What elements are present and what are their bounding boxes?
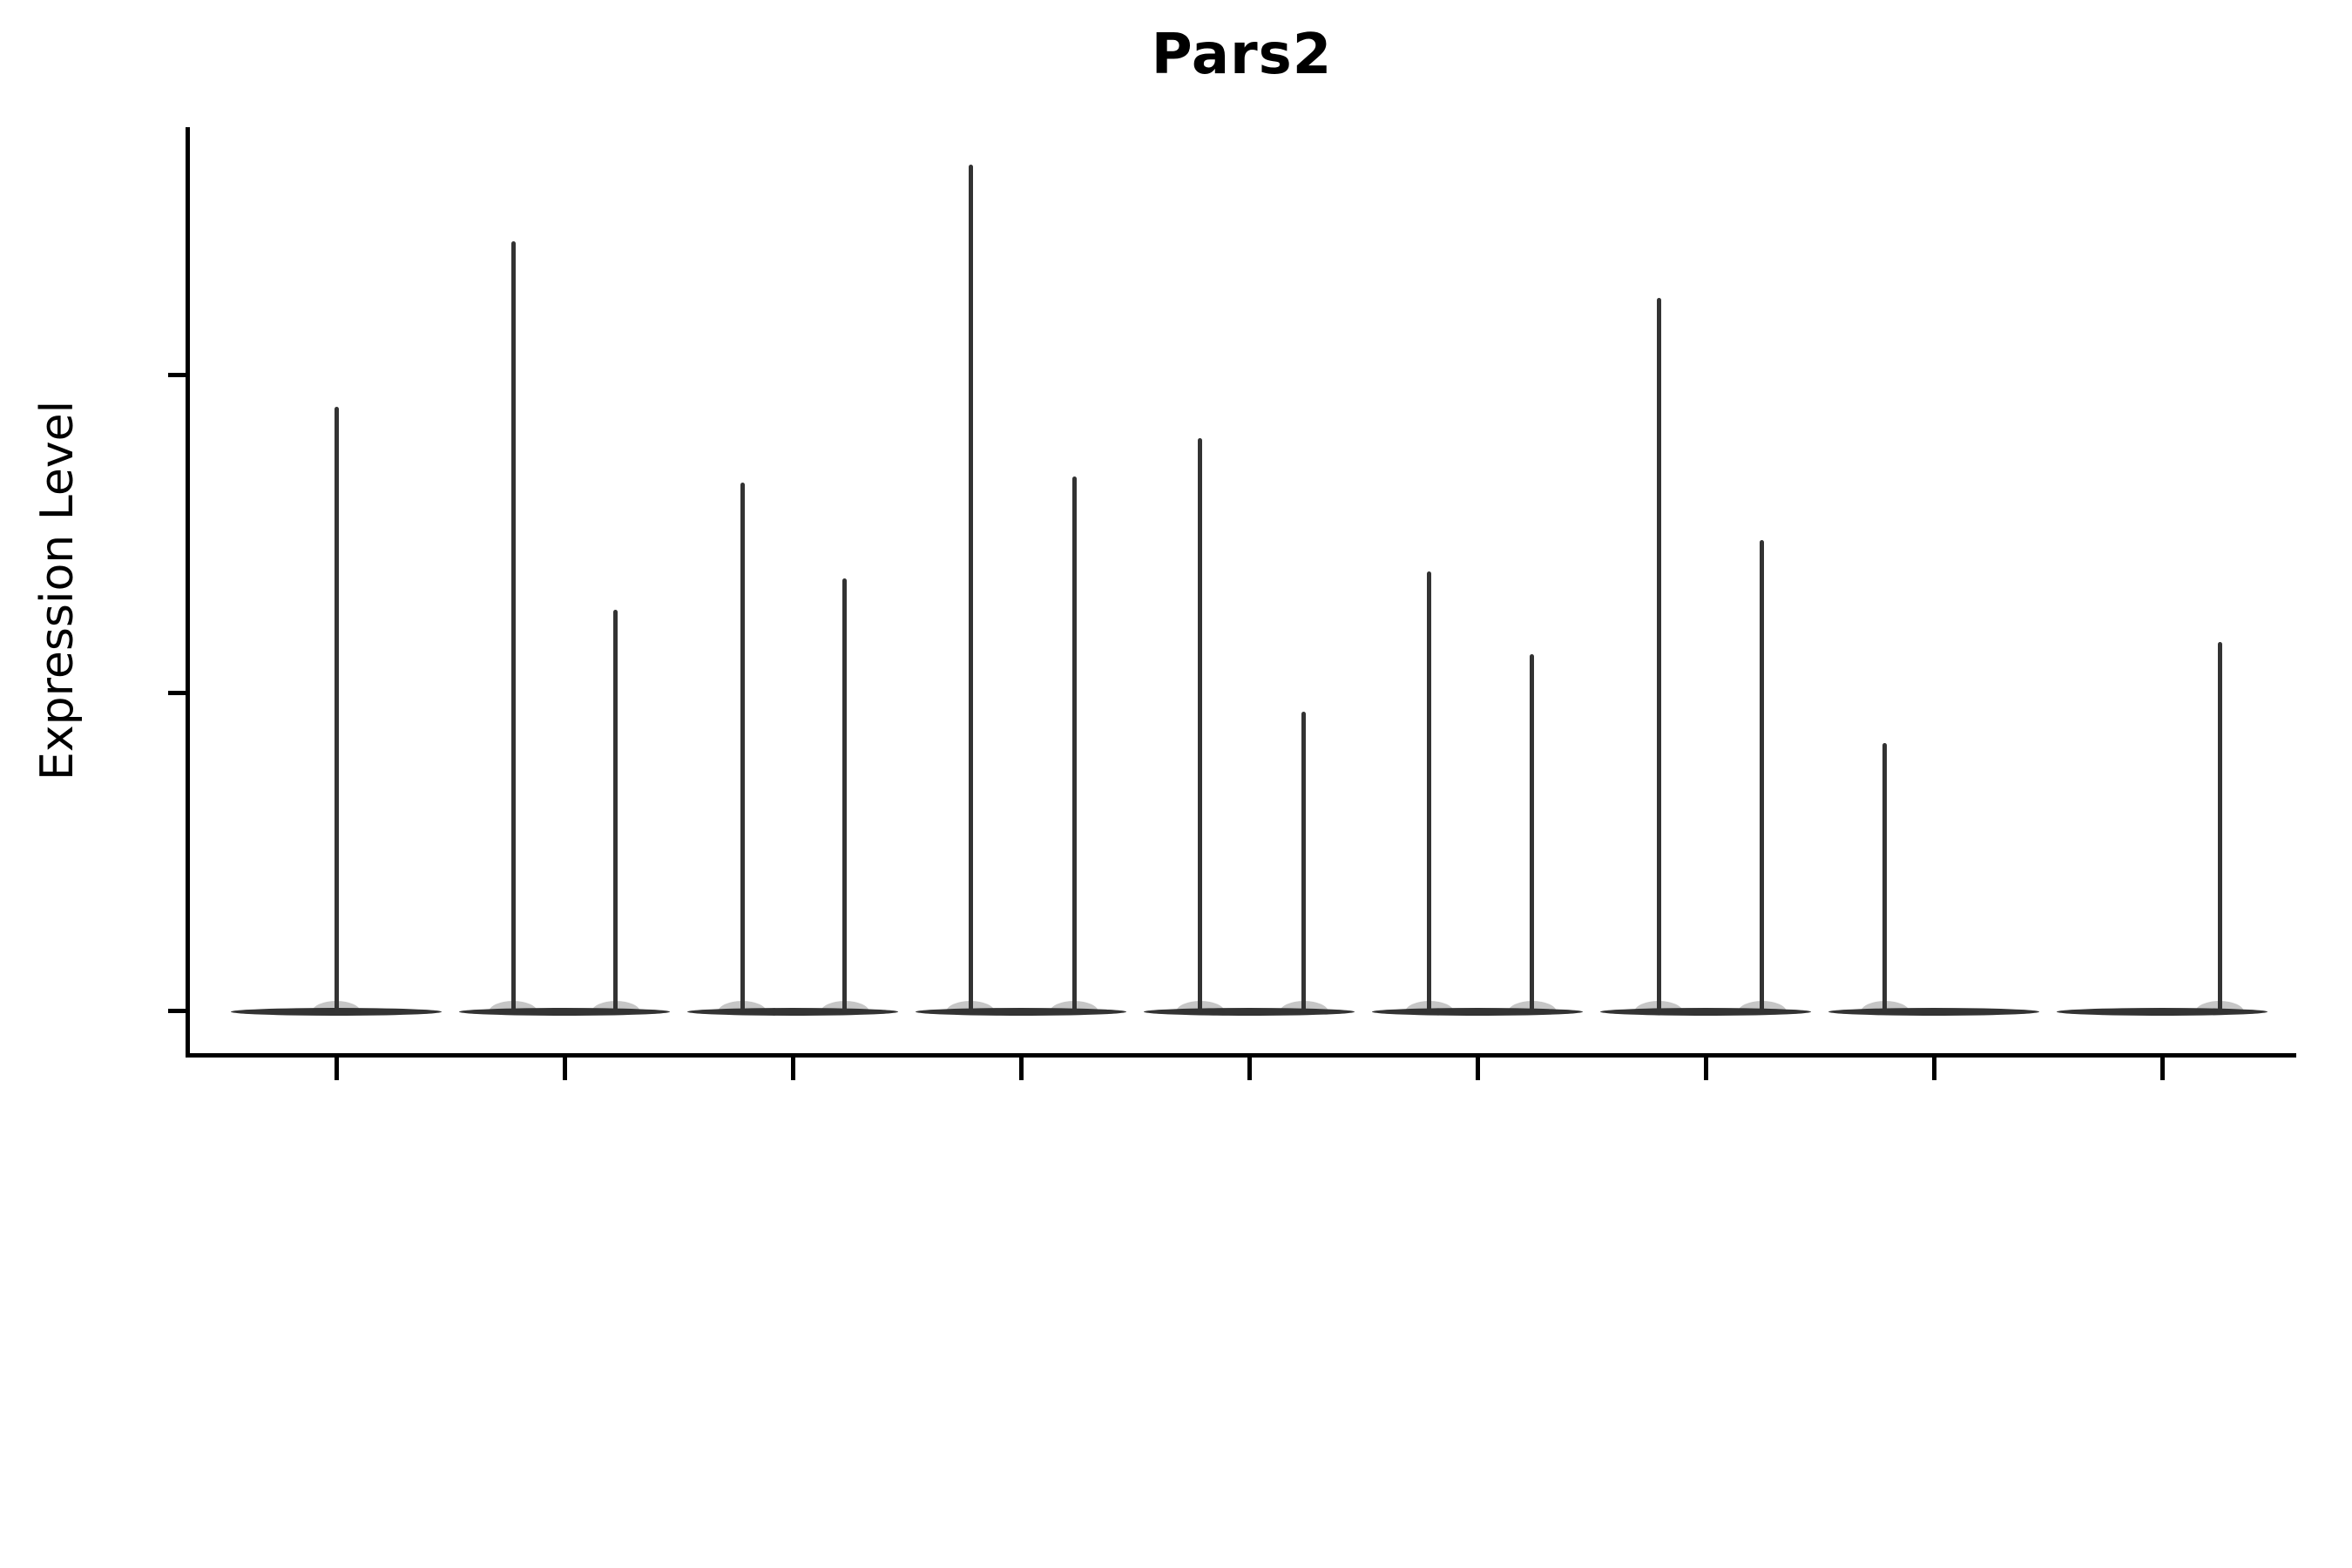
violin-spike xyxy=(1427,571,1432,1015)
y-axis-label: Expression Level xyxy=(31,400,84,781)
x-tick-mark xyxy=(1703,1058,1708,1080)
violin-spike xyxy=(2217,641,2222,1015)
chart-title: Pars2 xyxy=(1151,23,1333,87)
violin-spike xyxy=(1882,743,1888,1015)
violin-spike xyxy=(1760,539,1765,1015)
violin-spike xyxy=(968,165,973,1015)
violin-base xyxy=(2057,1008,2268,1016)
x-tick-mark xyxy=(1475,1058,1480,1080)
x-tick-mark xyxy=(1247,1058,1252,1080)
violin-base xyxy=(1828,1008,2039,1016)
violin-base xyxy=(916,1008,1126,1016)
x-tick-mark xyxy=(1018,1058,1024,1080)
y-tick-mark xyxy=(168,1008,187,1013)
violin-spike xyxy=(510,240,516,1015)
violin-spike xyxy=(613,610,618,1015)
y-tick-label xyxy=(20,351,159,398)
violin-spike xyxy=(1198,438,1203,1015)
violin-base xyxy=(1600,1008,1811,1016)
violin-spike xyxy=(1656,298,1661,1015)
violin-spike xyxy=(1071,476,1077,1015)
y-tick-label xyxy=(20,987,159,1034)
x-tick-mark xyxy=(562,1058,567,1080)
x-tick-mark xyxy=(2159,1058,2165,1080)
x-axis-spine xyxy=(186,1053,2296,1058)
y-tick-mark xyxy=(168,372,187,377)
violin-base xyxy=(459,1008,670,1016)
violin-spike xyxy=(740,483,745,1015)
violin-base xyxy=(687,1008,898,1016)
violin-base xyxy=(1144,1008,1355,1016)
y-axis-spine xyxy=(186,127,190,1058)
x-tick-mark xyxy=(790,1058,795,1080)
y-tick-mark xyxy=(168,690,187,695)
x-tick-mark xyxy=(334,1058,339,1080)
violin-spike xyxy=(1530,654,1535,1015)
violin-spike xyxy=(334,406,339,1015)
violin-base xyxy=(1372,1008,1583,1016)
violin-spike xyxy=(1301,711,1307,1015)
y-tick-label xyxy=(20,669,159,716)
x-tick-mark xyxy=(1931,1058,1936,1080)
violin-spike xyxy=(842,578,848,1015)
